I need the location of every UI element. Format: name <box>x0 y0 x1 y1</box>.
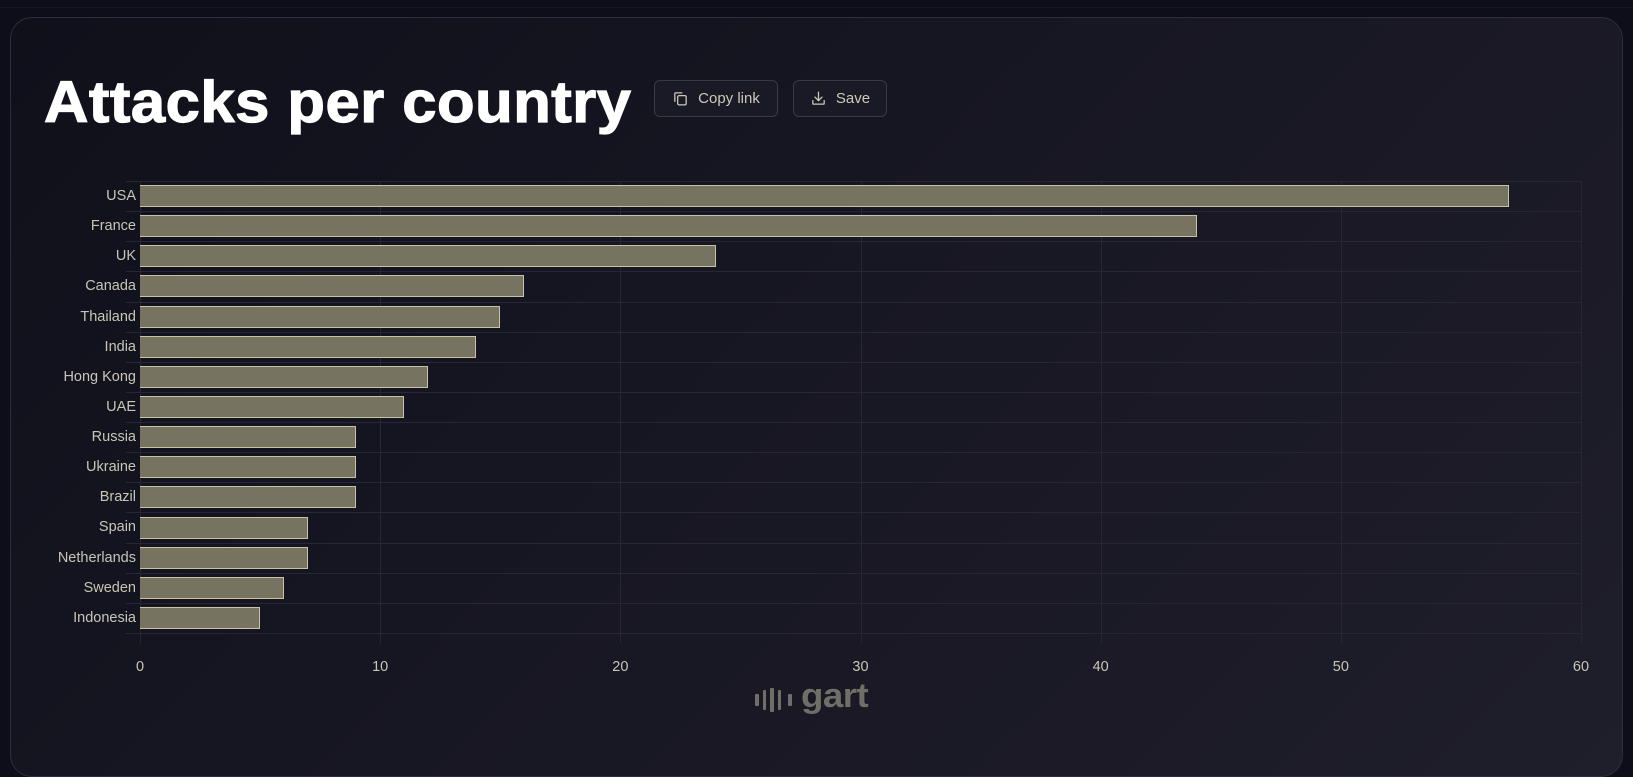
y-category-label: Brazil <box>99 489 136 506</box>
download-icon <box>812 91 825 105</box>
logo-bars-icon <box>755 687 792 712</box>
y-category-label: Thailand <box>80 308 136 325</box>
bar[interactable] <box>140 576 285 599</box>
v-gridline <box>1100 181 1102 643</box>
h-gridline <box>126 542 1581 544</box>
h-gridline <box>126 602 1581 604</box>
bar[interactable] <box>140 486 357 509</box>
v-gridline <box>1340 181 1342 643</box>
bar[interactable] <box>140 426 357 449</box>
logo-text: gart <box>800 677 869 715</box>
y-category-label: UAE <box>106 398 136 415</box>
x-tick-label: 40 <box>1092 659 1109 675</box>
bar[interactable] <box>140 245 717 268</box>
v-gridline <box>860 181 862 643</box>
h-gridline <box>126 301 1581 303</box>
x-tick-label: 50 <box>1332 659 1349 675</box>
copy-link-button[interactable]: Copy link <box>654 80 778 117</box>
h-gridline <box>126 391 1581 393</box>
h-gridline <box>126 211 1581 213</box>
y-category-label: Ukraine <box>86 459 136 476</box>
y-category-label: Spain <box>98 519 136 536</box>
top-divider <box>0 7 1633 8</box>
bar-chart: 0 10 20 30 40 50 60 USA France UK Canada Thailand In… <box>58 181 1589 675</box>
y-category-label: India <box>104 338 136 355</box>
y-category-label: USA <box>106 188 136 204</box>
bar[interactable] <box>140 396 405 418</box>
y-category-label: UK <box>115 248 136 265</box>
copy-icon <box>674 92 687 106</box>
x-tick-label: 0 <box>135 659 145 675</box>
gart-logo: gart <box>755 679 868 713</box>
bar[interactable] <box>140 516 309 539</box>
x-tick-label: 10 <box>372 659 389 675</box>
h-gridline <box>126 241 1581 243</box>
x-tick-label: 30 <box>852 659 869 675</box>
bar[interactable] <box>140 185 1509 208</box>
bar[interactable] <box>140 546 309 569</box>
x-tick-label: 20 <box>612 659 629 675</box>
h-gridline <box>126 361 1581 363</box>
h-gridline <box>126 572 1581 574</box>
h-gridline <box>126 422 1581 424</box>
y-category-label: Sweden <box>83 579 136 596</box>
bar[interactable] <box>140 275 525 298</box>
y-category-label: Canada <box>85 278 136 295</box>
x-tick-label: 60 <box>1572 659 1590 675</box>
h-gridline <box>126 181 1581 182</box>
h-gridline <box>126 452 1581 454</box>
bar[interactable] <box>140 456 357 479</box>
h-gridline <box>126 271 1581 273</box>
bar[interactable] <box>140 215 1197 238</box>
save-label: Save <box>835 90 871 107</box>
y-category-label: France <box>90 218 136 235</box>
h-gridline <box>126 512 1581 514</box>
bar[interactable] <box>140 335 477 358</box>
y-category-label: Hong Kong <box>63 368 136 385</box>
h-gridline <box>126 331 1581 333</box>
y-category-label: Netherlands <box>57 549 136 566</box>
h-gridline <box>126 482 1581 484</box>
save-button[interactable]: Save <box>793 80 887 117</box>
page-title: Attacks per country <box>43 69 632 135</box>
v-gridline <box>620 181 622 643</box>
bar[interactable] <box>140 305 501 328</box>
copy-link-label: Copy link <box>698 90 760 107</box>
y-category-label: Indonesia <box>73 609 136 626</box>
bar[interactable] <box>140 606 261 629</box>
v-gridline <box>1581 181 1582 643</box>
bar[interactable] <box>140 365 429 388</box>
y-category-label: Russia <box>91 429 136 446</box>
chart-card: Attacks per country Copy link Save 0 10 20… <box>10 17 1623 777</box>
h-gridline <box>126 633 1581 634</box>
